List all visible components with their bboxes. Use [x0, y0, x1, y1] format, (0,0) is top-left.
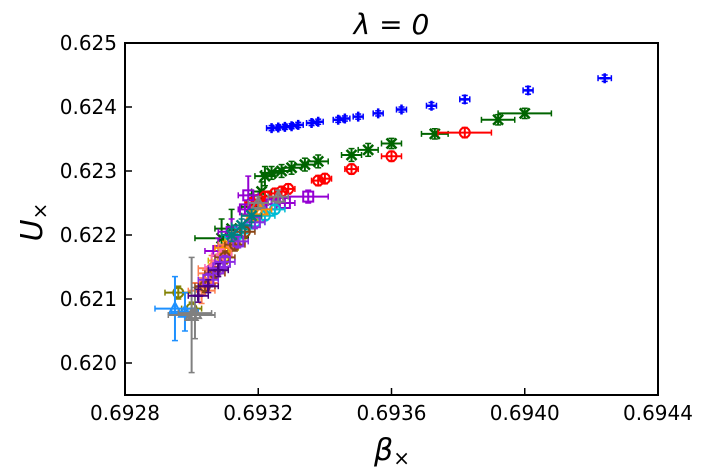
- data-point: [437, 126, 493, 139]
- marker-x: [385, 137, 398, 150]
- marker-x: [362, 143, 375, 156]
- marker-circle: [458, 126, 471, 139]
- marker-triangle: [250, 194, 266, 209]
- marker-plus: [599, 73, 610, 84]
- marker-plus: [313, 116, 324, 127]
- data-point: [352, 111, 364, 122]
- marker-circle: [312, 174, 325, 187]
- y-tick-label: 0.622: [60, 223, 117, 247]
- y-tick-label: 0.621: [60, 287, 117, 311]
- x-tick-label: 0.6932: [223, 401, 293, 425]
- marker-x: [245, 209, 258, 222]
- data-point: [220, 227, 243, 243]
- marker-triangle: [167, 300, 183, 315]
- data-point: [597, 73, 613, 84]
- x-axis-label: β×: [373, 433, 410, 470]
- data-point: [380, 150, 403, 163]
- marker-plus: [373, 108, 384, 119]
- data-point: [292, 119, 304, 130]
- marker-plus: [286, 121, 297, 132]
- series-teal-x: [220, 208, 263, 243]
- data-point: [197, 279, 220, 294]
- marker-circle: [345, 163, 358, 176]
- marker-circle: [318, 172, 331, 185]
- marker-x: [235, 219, 248, 232]
- marker-plus: [353, 111, 364, 122]
- data-point: [357, 142, 379, 158]
- marker-plus: [203, 281, 214, 292]
- data-point: [459, 94, 471, 105]
- marker-x: [492, 113, 504, 126]
- data-point: [240, 208, 263, 223]
- data-point: [497, 107, 553, 120]
- data-point: [307, 154, 329, 169]
- marker-plus: [396, 104, 407, 115]
- data-point: [187, 288, 210, 303]
- x-axis-label-sub: ×: [393, 446, 410, 470]
- marker-circle: [385, 150, 398, 163]
- series-indigo-plus: [187, 263, 230, 303]
- data-point: [372, 108, 384, 119]
- x-axis-label-main: β: [373, 433, 393, 468]
- marker-square: [218, 255, 231, 268]
- marker-plus: [426, 100, 437, 111]
- data-point: [344, 163, 359, 176]
- marker-square: [302, 190, 315, 203]
- data-point: [425, 100, 438, 111]
- data-point: [522, 85, 534, 96]
- data-point: [380, 137, 403, 150]
- data-point: [280, 182, 296, 195]
- data-marks: [154, 73, 613, 374]
- marker-x: [518, 107, 531, 120]
- y-axis-label-sub: ×: [28, 203, 52, 220]
- marker-triangle: [177, 303, 193, 318]
- marker-x: [345, 149, 358, 161]
- x-tick-label: 0.6928: [90, 401, 160, 425]
- data-point: [214, 254, 236, 270]
- y-tick-label: 0.623: [60, 159, 117, 183]
- chart-title: λ = 0: [352, 8, 430, 41]
- data-point: [207, 263, 230, 278]
- series-blue-plus: [265, 73, 613, 134]
- data-point: [230, 218, 253, 233]
- y-axis-label: U×: [15, 203, 52, 242]
- marker-plus: [306, 118, 317, 128]
- y-axis-label-main: U: [15, 219, 50, 241]
- marker-x: [225, 229, 238, 241]
- data-point: [340, 147, 363, 163]
- data-point: [247, 194, 269, 211]
- y-tick-label: 0.625: [60, 31, 117, 55]
- data-point: [312, 116, 324, 127]
- plot-area: [125, 43, 658, 395]
- marker-x: [312, 155, 325, 168]
- data-point: [267, 188, 289, 204]
- data-point: [317, 172, 333, 185]
- marker-plus: [459, 94, 470, 105]
- marker-triangle: [270, 188, 286, 203]
- data-point: [339, 113, 351, 124]
- y-tick-label: 0.624: [60, 95, 117, 119]
- marker-plus: [339, 113, 350, 124]
- marker-triangle: [187, 304, 203, 320]
- data-point: [285, 121, 298, 132]
- x-tick-label: 0.6944: [623, 401, 693, 425]
- marker-plus: [213, 265, 224, 276]
- marker-plus: [333, 114, 344, 125]
- marker-plus: [193, 290, 204, 301]
- x-axis: 0.6928 0.6932 0.6936 0.6940 0.6944: [90, 388, 693, 425]
- marker-plus: [523, 85, 534, 96]
- y-tick-label: 0.620: [60, 351, 117, 375]
- x-tick-label: 0.6940: [490, 401, 560, 425]
- x-tick-label: 0.6936: [357, 401, 427, 425]
- y-axis: 0.620 0.621 0.622 0.623 0.624 0.625: [60, 31, 132, 375]
- series-gray-triangle: [167, 188, 289, 374]
- data-point: [395, 104, 408, 115]
- marker-plus: [293, 119, 304, 130]
